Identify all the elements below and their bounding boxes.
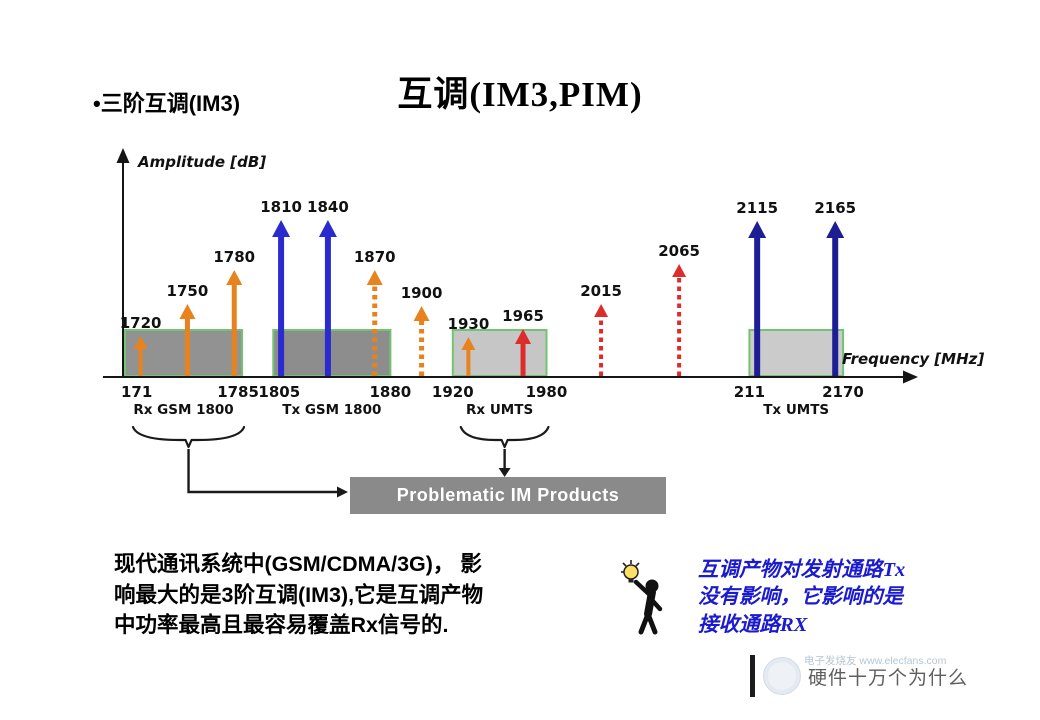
diagram-text: Rx GSM 1800 xyxy=(133,402,233,418)
lightbulb-person-icon xyxy=(621,560,663,635)
diagram-text: 1785 xyxy=(217,383,259,401)
brace-rx-umts xyxy=(459,425,550,449)
notes-line: 现代通讯系统中(GSM/CDMA/3G)， 影 xyxy=(114,552,482,576)
arrowhead-1780 xyxy=(226,270,243,285)
diagram-text: 1980 xyxy=(526,383,568,401)
diagram-text: 1920 xyxy=(432,383,474,401)
diagram-text: 1840 xyxy=(307,198,349,216)
bullet-im3: •三阶互调(IM3) xyxy=(93,91,241,116)
arrowhead-2015 xyxy=(594,304,609,317)
diagram-text: 1870 xyxy=(354,248,396,266)
diagram-text: Amplitude [dB] xyxy=(137,153,266,171)
idea-person-clipart xyxy=(618,556,678,645)
arrowhead-1720 xyxy=(133,336,148,349)
watermark-brand: 硬件十万个为什么 xyxy=(808,667,969,689)
down-arrowhead xyxy=(498,468,511,477)
arrowhead-1810 xyxy=(272,220,291,237)
band-tx-umts xyxy=(748,329,845,377)
diagram-text: 2170 xyxy=(822,383,864,401)
arrowhead-1870 xyxy=(366,270,383,285)
tip-line: 互调产物对发射通路Tx xyxy=(698,559,906,581)
notes-line: 响最大的是3阶互调(IM3),它是互调产物 xyxy=(114,582,484,607)
arrowhead-1930 xyxy=(461,337,476,350)
arrowhead-2115 xyxy=(748,221,767,238)
problematic-im-label: Problematic IM Products xyxy=(396,485,620,505)
band-tx-gsm-1800 xyxy=(272,329,392,377)
arrowhead-2165 xyxy=(826,221,845,238)
diagram-text: 1810 xyxy=(260,198,302,216)
y-axis-arrowhead xyxy=(116,148,130,163)
brace-rx-gsm-1800 xyxy=(131,425,246,449)
arrowhead-1750 xyxy=(179,304,196,319)
notes-text: 现代通讯系统中(GSM/CDMA/3G)， 影 响最大的是3阶互调(IM3),它… xyxy=(114,549,483,641)
diagram-text: 1805 xyxy=(258,383,300,401)
diagram-text: Frequency [MHz] xyxy=(842,350,984,368)
notes-line: 中功率最高且最容易覆盖Rx信号的. xyxy=(114,613,449,638)
watermark-bar xyxy=(750,655,755,697)
diagram-text: 1750 xyxy=(167,282,209,300)
elecfans-logo-icon xyxy=(763,657,801,695)
watermark: 硬件十万个为什么 电子发烧友 www.elecfans.com xyxy=(750,652,968,700)
diagram-text: 1965 xyxy=(502,307,544,325)
tip-text: 互调产物对发射通路Tx 没有影响，它影响的是 接收通路RX xyxy=(698,557,983,639)
diagram-text: 2115 xyxy=(736,199,778,217)
watermark-site: 电子发烧友 www.elecfans.com xyxy=(804,655,947,667)
arrowhead-2065 xyxy=(672,264,687,277)
tip-line: 接收通路RX xyxy=(698,613,808,636)
tip-line: 没有影响，它影响的是 xyxy=(698,586,903,609)
arrowhead-1965 xyxy=(515,329,532,344)
arrowhead-1840 xyxy=(318,220,337,237)
diagram-text: Rx UMTS xyxy=(466,402,533,418)
diagram-text: 1720 xyxy=(120,314,162,332)
diagram-text: 2165 xyxy=(814,199,856,217)
diagram-text: 1880 xyxy=(369,383,411,401)
arrowhead-1900 xyxy=(413,306,430,321)
diagram-text: 171 xyxy=(121,383,152,401)
diagram-text: Tx GSM 1800 xyxy=(282,402,381,418)
connector-arrowhead xyxy=(337,486,348,498)
page-title: 互调(IM3,PIM) xyxy=(397,75,643,114)
diagram-text: 1900 xyxy=(401,284,443,302)
problematic-im-box: Problematic IM Products xyxy=(350,477,666,514)
diagram-text: Tx UMTS xyxy=(763,402,829,418)
diagram-text: 2065 xyxy=(658,242,700,260)
diagram-text: 2015 xyxy=(580,282,622,300)
connector-line xyxy=(187,449,338,494)
x-axis-arrowhead xyxy=(903,370,918,384)
diagram-text: 211 xyxy=(734,383,765,401)
diagram-text: 1930 xyxy=(448,315,490,333)
diagram-text: 1780 xyxy=(213,248,255,266)
